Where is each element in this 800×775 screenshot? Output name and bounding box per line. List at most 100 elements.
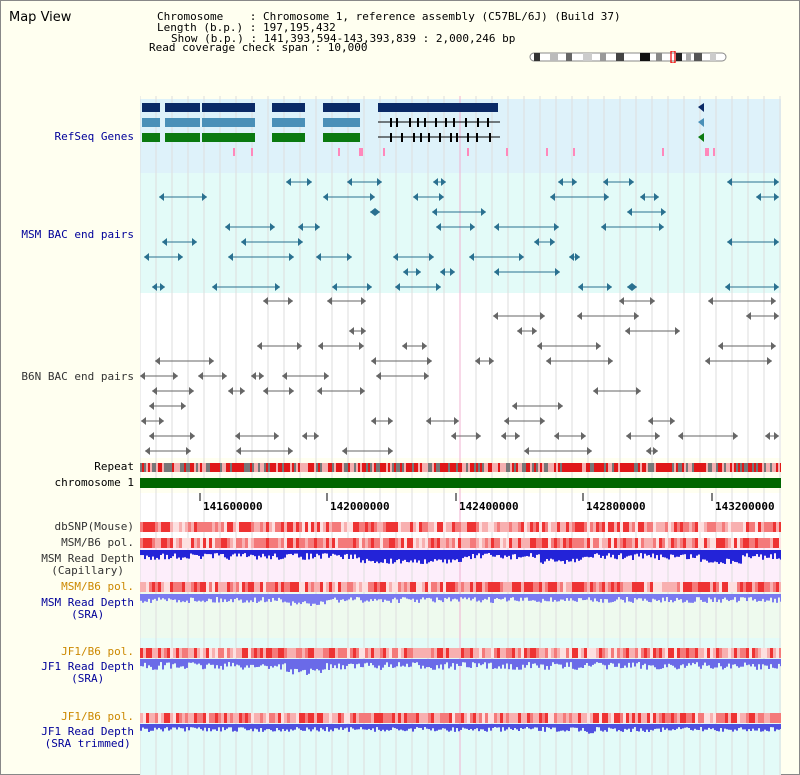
msm-sra-depth-bar	[616, 594, 618, 600]
dbsnp-cell	[656, 522, 659, 532]
msm-capillary-depth-bar	[442, 550, 444, 563]
msm-sra-depth-bar	[536, 594, 538, 602]
msm-sra-depth-bar	[726, 594, 728, 600]
repeat-bar	[454, 463, 456, 472]
jf1-sra-depth-bar	[390, 659, 392, 665]
repeat-bar	[720, 463, 722, 472]
genome-tracks-svg[interactable]	[140, 96, 781, 775]
msm-sra-depth-bar	[662, 594, 664, 598]
msm-b6-pol-cell	[209, 538, 212, 548]
msm-capillary-depth-bar	[326, 550, 328, 554]
msm-b6-pol-cell	[272, 582, 275, 592]
msm-b6-pol-cell	[704, 582, 707, 592]
jf1-trim-depth-bar	[350, 724, 352, 728]
msm-b6-pol-cell	[485, 582, 488, 592]
jf1-sra-depth-bar	[154, 659, 156, 670]
msm-b6-pol-cell	[398, 582, 401, 592]
refseq-exon	[450, 133, 452, 142]
msm-sra-depth-bar	[720, 594, 722, 603]
jf1-trim-depth-bar	[762, 724, 764, 732]
msm-b6-pol-cell	[206, 538, 209, 548]
msm-sra-depth-bar	[180, 594, 182, 603]
msm-b6-pol-cell	[665, 582, 668, 592]
msm-capillary-depth-bar	[352, 550, 354, 559]
repeat-bar	[450, 463, 452, 472]
msm-capillary-depth-bar	[616, 550, 618, 560]
jf1-b6-pol-cell	[263, 648, 266, 658]
msm-capillary-depth-bar	[532, 550, 534, 557]
jf1-trim-depth-bar	[574, 724, 576, 728]
genome-plot[interactable]: 141600000 142000000 142400000 142800000 …	[140, 96, 781, 775]
msm-bac-end	[572, 178, 577, 186]
msm-sra-depth-bar	[486, 594, 488, 600]
jf1-trim-depth-bar	[562, 724, 564, 731]
dbsnp-cell	[266, 522, 269, 532]
msm-b6-pol-cell	[641, 582, 644, 592]
msm-b6-pol-cell	[728, 582, 731, 592]
repeat-bar	[756, 463, 758, 472]
dbsnp-cell	[464, 522, 467, 532]
jf1-trim-depth-bar	[140, 724, 142, 731]
repeat-bar	[608, 463, 610, 472]
msm-capillary-depth-bar	[346, 550, 348, 554]
dbsnp-cell	[617, 522, 620, 532]
chromosome-ideogram[interactable]	[528, 51, 728, 63]
msm-bac-end	[661, 208, 666, 216]
jf1-trim-depth-bar	[212, 724, 214, 730]
msm-capillary-depth-bar	[444, 550, 446, 560]
repeat-bar	[526, 463, 528, 472]
msm-sra-depth-bar	[630, 594, 632, 602]
msm-sra-depth-bar	[540, 594, 542, 603]
repeat-bar	[764, 463, 766, 472]
dbsnp-cell	[620, 522, 623, 532]
jf1-b6-pol-cell	[524, 713, 527, 723]
msm-sra-depth-bar	[324, 594, 326, 605]
msm-b6-pol-cell	[407, 582, 410, 592]
msm-b6-pol-cell	[350, 582, 353, 592]
dbsnp-cell	[416, 522, 419, 532]
jf1-trim-depth-bar	[378, 724, 380, 730]
msm-b6-pol-cell	[293, 538, 296, 548]
msm-sra-depth-bar	[438, 594, 440, 600]
msm-capillary-depth-bar	[148, 550, 150, 558]
jf1-b6-pol-cell	[539, 648, 542, 658]
msm-sra-depth-bar	[202, 594, 204, 601]
refseq-exon	[142, 133, 160, 142]
repeat-bar	[490, 463, 492, 472]
dbsnp-cell	[422, 522, 425, 532]
msm-capillary-depth-bar	[312, 550, 314, 559]
dbsnp-cell	[233, 522, 236, 532]
msm-b6-pol-cell	[218, 538, 221, 548]
msm-bac-end	[550, 238, 555, 246]
jf1-b6-pol-cell	[170, 713, 173, 723]
msm-b6-pol-cell	[764, 582, 767, 592]
dbsnp-cell	[332, 522, 335, 532]
msm-b6-pol-cell	[608, 538, 611, 548]
msm-b6-pol-cell	[428, 582, 431, 592]
msm-b6-pol-cell	[341, 538, 344, 548]
msm-sra-depth-bar	[546, 594, 548, 602]
jf1-trim-depth-bar	[632, 724, 634, 729]
dbsnp-cell	[335, 522, 338, 532]
repeat-bar	[158, 463, 160, 472]
jf1-b6-pol-cell	[173, 648, 176, 658]
msm-bac-end	[225, 223, 230, 231]
msm-capillary-depth-bar	[760, 550, 762, 555]
msm-capillary-depth-bar	[496, 550, 498, 556]
msm-b6-pol-cell	[542, 582, 545, 592]
msm-sra-depth-bar	[370, 594, 372, 600]
msm-b6-pol-cell	[716, 538, 719, 548]
repeat-bar	[250, 463, 252, 472]
jf1-b6-pol-cell	[275, 713, 278, 723]
jf1-trim-depth-bar	[354, 724, 356, 730]
jf1-sra-depth-bar	[406, 659, 408, 664]
msm-b6-pol-cell	[401, 538, 404, 548]
jf1-sra-depth-bar	[670, 659, 672, 665]
jf1-trim-depth-bar	[374, 724, 376, 732]
jf1-b6-pol-cell	[254, 648, 257, 658]
repeat-bar	[742, 463, 744, 472]
msm-capillary-depth-bar	[438, 550, 440, 560]
msm-b6-pol-cell	[356, 538, 359, 548]
msm-b6-pol-cell	[434, 582, 437, 592]
b6n-bac-end	[774, 432, 779, 440]
